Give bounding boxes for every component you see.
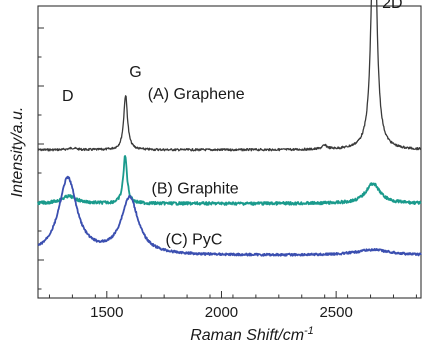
x-tick-label: 2500 (319, 304, 352, 321)
chart-annotation: (C) PyC (166, 232, 223, 249)
chart-annotation: D (62, 88, 74, 105)
series-line (37, 0, 422, 152)
chart-annotation: 2D (382, 0, 402, 12)
x-axis-title-text: Raman Shift/cm (190, 327, 304, 344)
x-axis-ticks: 1500 2000 2500 (48, 291, 417, 321)
y-axis-ticks (38, 27, 44, 290)
plot-frame (37, 5, 422, 299)
x-tick-label: 1500 (90, 304, 123, 321)
x-tick-label: 2000 (205, 304, 238, 321)
x-axis-title: Raman Shift/cm-1 (190, 325, 314, 344)
chart-annotation: G (129, 64, 141, 81)
chart-annotation: (A) Graphene (148, 86, 245, 103)
series-line (37, 155, 422, 206)
chart-annotation: (B) Graphite (152, 181, 239, 198)
series-group (37, 0, 422, 257)
series-line (37, 175, 422, 257)
annotation-group: D G 2D (A) Graphene (B) Graphite (C) PyC (62, 0, 403, 249)
x-axis-title-superscript: -1 (304, 325, 314, 337)
y-axis-title: Intensity/a.u. (9, 107, 26, 198)
